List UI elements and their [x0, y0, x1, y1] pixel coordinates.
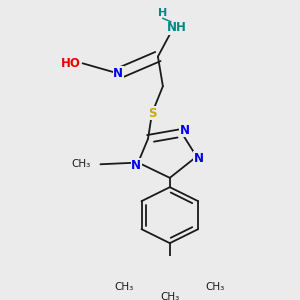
Text: N: N — [113, 67, 123, 80]
Text: NH: NH — [167, 21, 187, 34]
Text: N: N — [131, 159, 141, 172]
Text: S: S — [148, 107, 156, 120]
Text: N: N — [194, 152, 203, 165]
Text: CH₃: CH₃ — [206, 282, 225, 292]
Text: HO: HO — [61, 57, 81, 70]
Text: CH₃: CH₃ — [71, 159, 91, 169]
Text: CH₃: CH₃ — [160, 292, 179, 300]
Text: CH₃: CH₃ — [115, 282, 134, 292]
Text: H: H — [158, 8, 167, 18]
Text: N: N — [180, 124, 190, 137]
